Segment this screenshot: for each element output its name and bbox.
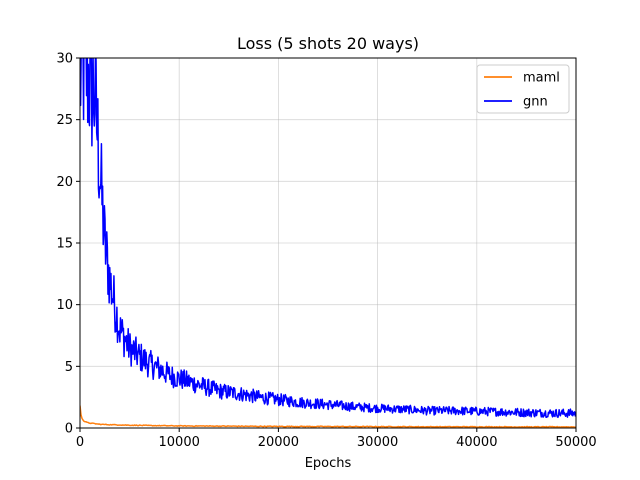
x-tick-label: 10000 [159,435,200,450]
y-tick-label: 0 [65,422,73,437]
x-tick-label: 20000 [258,435,299,450]
legend-label-gnn: gnn [523,95,548,110]
y-tick-label: 20 [56,175,73,190]
x-axis-label: Epochs [305,456,352,471]
y-tick-label: 15 [56,237,73,252]
x-axis-ticks: 0 10000 20000 30000 40000 50000 [76,428,597,450]
y-axis-ticks: 0 5 10 15 20 25 30 [56,52,80,437]
plot-area [80,58,576,428]
y-tick-label: 10 [56,298,73,313]
y-tick-label: 5 [65,360,73,375]
legend-label-maml: maml [523,71,560,86]
series-line-maml [80,405,576,428]
x-tick-label: 50000 [555,435,596,450]
x-tick-label: 0 [76,435,84,450]
y-tick-label: 25 [56,113,73,128]
series-line-gnn [80,58,576,419]
y-tick-label: 30 [56,52,73,67]
legend: maml gnn [476,64,570,114]
x-tick-label: 30000 [357,435,398,450]
chart-title: Loss (5 shots 20 ways) [237,34,419,53]
series-group [80,58,576,428]
x-tick-label: 40000 [456,435,497,450]
